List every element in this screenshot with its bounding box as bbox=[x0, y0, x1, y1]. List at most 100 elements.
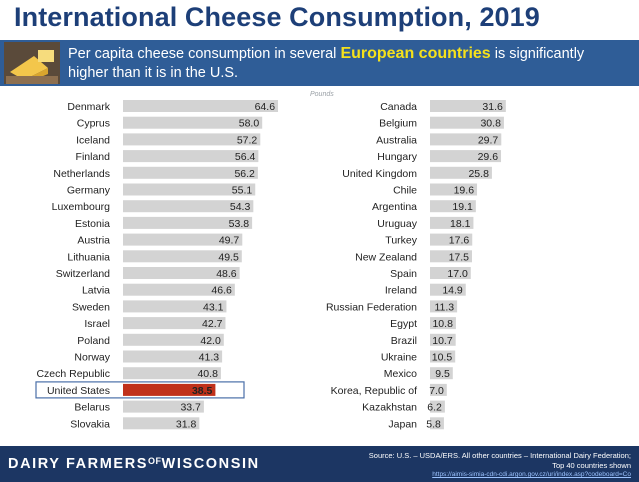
page-title: International Cheese Consumption, 2019 bbox=[14, 2, 540, 32]
category-label: Australia bbox=[376, 134, 417, 146]
bar bbox=[123, 250, 242, 263]
category-label: Mexico bbox=[384, 368, 417, 380]
cheese-chart: Denmark 64.6 Cyprus 58.0 Iceland 57.2 Finland 5… bbox=[35, 100, 506, 430]
value-label: 57.2 bbox=[237, 134, 258, 146]
value-label: 7.0 bbox=[429, 385, 444, 397]
value-label: 30.8 bbox=[480, 118, 501, 130]
bar bbox=[430, 383, 447, 396]
bar bbox=[430, 250, 472, 263]
bar bbox=[430, 216, 474, 229]
category-label: New Zealand bbox=[355, 251, 417, 263]
bar bbox=[123, 133, 261, 146]
value-label: 5.8 bbox=[426, 418, 441, 430]
category-label: Sweden bbox=[72, 301, 110, 313]
source-url[interactable]: https://aimis-simia-cdn-cdi.argon.gov.cz… bbox=[432, 471, 631, 478]
category-label: Korea, Republic of bbox=[331, 385, 417, 397]
category-label: Belgium bbox=[379, 118, 417, 130]
category-label: Brazil bbox=[391, 335, 417, 347]
bar bbox=[430, 417, 444, 430]
value-label: 11.3 bbox=[434, 301, 454, 313]
category-label: Poland bbox=[77, 335, 110, 347]
category-label: Netherlands bbox=[53, 168, 110, 180]
subtitle-band bbox=[0, 40, 639, 86]
left-bar-panel: Denmark 64.6 Cyprus 58.0 Iceland 57.2 Finland 5… bbox=[35, 100, 279, 430]
category-label: Germany bbox=[67, 185, 111, 197]
bar bbox=[123, 116, 263, 129]
value-label: 42.7 bbox=[202, 318, 223, 330]
bar bbox=[430, 400, 445, 413]
value-label: 46.6 bbox=[211, 285, 232, 297]
value-label: 17.5 bbox=[449, 251, 470, 263]
value-label: 53.8 bbox=[229, 218, 250, 230]
value-label: 58.0 bbox=[239, 118, 260, 130]
value-label: 6.2 bbox=[427, 402, 442, 414]
bar bbox=[123, 100, 279, 112]
category-label: Japan bbox=[388, 418, 417, 430]
category-label: Hungary bbox=[377, 151, 417, 163]
category-label: Czech Republic bbox=[36, 368, 110, 380]
category-label: Slovakia bbox=[70, 418, 110, 430]
bar bbox=[430, 267, 471, 279]
bar bbox=[430, 183, 478, 196]
source-line-2: Top 40 countries shown bbox=[552, 460, 631, 470]
value-label: 56.2 bbox=[234, 168, 255, 180]
value-label: 14.9 bbox=[442, 285, 463, 297]
value-label: 10.8 bbox=[432, 318, 453, 330]
bar bbox=[123, 400, 204, 413]
value-label: 29.7 bbox=[478, 134, 499, 146]
bar bbox=[430, 133, 502, 146]
bar bbox=[123, 166, 258, 179]
highlight-box bbox=[35, 381, 245, 399]
bar bbox=[430, 200, 476, 213]
category-label: United Kingdom bbox=[342, 168, 417, 180]
value-label: 10.5 bbox=[432, 352, 453, 364]
category-label: Cyprus bbox=[77, 118, 110, 130]
value-label: 54.3 bbox=[230, 201, 251, 213]
value-label: 42.0 bbox=[200, 335, 221, 347]
category-label: Norway bbox=[74, 352, 110, 364]
category-label: Iceland bbox=[76, 134, 110, 146]
bar bbox=[123, 383, 216, 396]
category-label: Turkey bbox=[385, 235, 417, 247]
category-label: Denmark bbox=[67, 101, 110, 113]
category-label: Chile bbox=[393, 185, 417, 197]
bar bbox=[123, 200, 254, 213]
category-label: Israel bbox=[84, 318, 110, 330]
bar bbox=[430, 283, 466, 296]
bar bbox=[123, 317, 226, 330]
bar bbox=[123, 216, 253, 229]
value-label: 10.7 bbox=[432, 335, 453, 347]
bar bbox=[123, 367, 221, 380]
value-label: 17.0 bbox=[447, 268, 468, 280]
bar bbox=[123, 333, 224, 346]
bar bbox=[430, 150, 502, 163]
category-label: Estonia bbox=[75, 218, 110, 230]
value-label: 56.4 bbox=[235, 151, 256, 163]
value-label: 41.3 bbox=[199, 352, 220, 364]
subtitle-highlight: European countries bbox=[340, 45, 491, 62]
bar bbox=[430, 300, 458, 313]
value-label: 43.1 bbox=[203, 301, 224, 313]
value-label: 31.8 bbox=[176, 418, 197, 430]
bar bbox=[123, 283, 235, 296]
category-label: Latvia bbox=[82, 285, 110, 297]
value-label: 64.6 bbox=[255, 101, 276, 113]
bar bbox=[430, 166, 492, 179]
bar bbox=[123, 417, 200, 430]
value-label: 19.6 bbox=[454, 185, 475, 197]
bar bbox=[430, 367, 453, 380]
value-label: 48.6 bbox=[216, 268, 237, 280]
category-label: Ukraine bbox=[381, 352, 417, 364]
bar bbox=[430, 116, 504, 129]
value-label: 29.6 bbox=[478, 151, 499, 163]
value-label: 49.7 bbox=[219, 235, 240, 247]
bar bbox=[430, 233, 473, 246]
source-line-1: Source: U.S. – USDA/ERS. All other count… bbox=[368, 451, 631, 460]
cheese-photo bbox=[4, 42, 60, 84]
bar bbox=[430, 317, 456, 330]
bar bbox=[123, 300, 227, 313]
value-label: 40.8 bbox=[197, 368, 218, 380]
category-label: Lithuania bbox=[67, 251, 110, 263]
category-label: Ireland bbox=[385, 285, 417, 297]
category-label: Belarus bbox=[74, 402, 110, 414]
